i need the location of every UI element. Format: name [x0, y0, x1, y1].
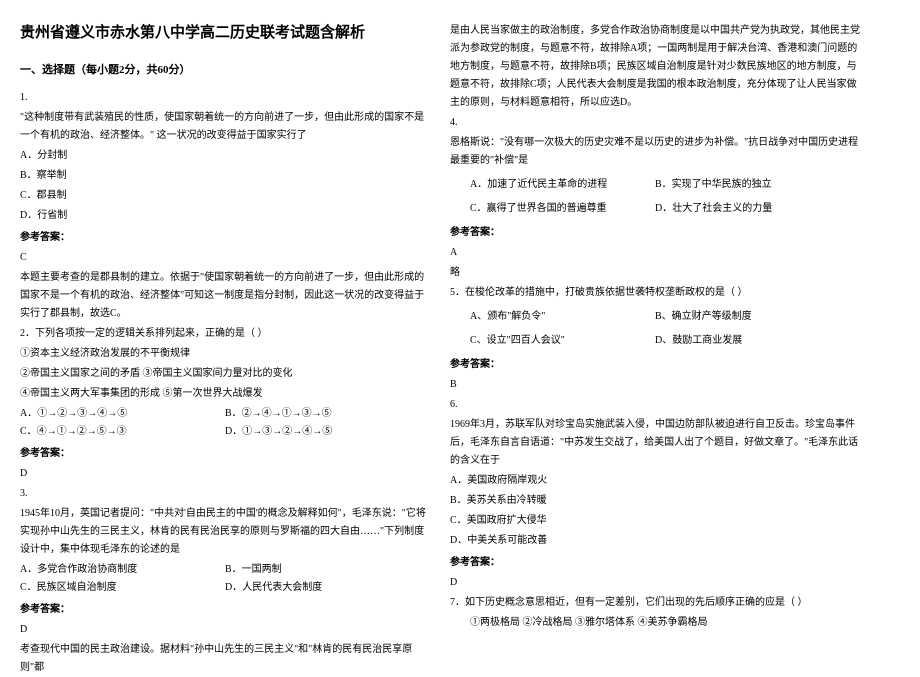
- q1-option-b: B．察举制: [20, 167, 430, 185]
- q3-explanation-right: 是由人民当家做主的政治制度，多党合作政治协商制度是以中国共产党为执政党，其他民主…: [450, 22, 860, 112]
- q3-options-row2: C．民族区域自治制度 D．人民代表大会制度: [20, 579, 430, 597]
- q2-options-row2: C．④→①→②→⑤→③ D．①→③→②→④→⑤: [20, 423, 430, 441]
- q2-option-a: A．①→②→③→④→⑤: [20, 405, 225, 423]
- q2-answer-label: 参考答案：: [20, 445, 430, 463]
- q7-number: 7．: [450, 597, 465, 608]
- q2-answer: D: [20, 465, 430, 483]
- q3-stem: 1945年10月，英国记者提问："中共对'自由民主的中国'的概念及解释如何"，毛…: [20, 505, 430, 559]
- q1-answer: C: [20, 249, 430, 267]
- q5-options-row2: C、设立"四百人会议" D、鼓励工商业发展: [450, 332, 860, 350]
- q6-option-b: B．美苏关系由冷转暖: [450, 492, 860, 510]
- q6-answer-label: 参考答案：: [450, 554, 860, 572]
- right-column: 是由人民当家做主的政治制度，多党合作政治协商制度是以中国共产党为执政党，其他民主…: [440, 0, 880, 651]
- q7-options: ①两极格局 ②冷战格局 ③雅尔塔体系 ④美苏争霸格局: [450, 614, 860, 632]
- q7-line: 7．如下历史概念意思相近，但有一定差别，它们出现的先后顺序正确的应是（ ）: [450, 594, 860, 612]
- q2-stem-line: 2．下列各项按一定的逻辑关系排列起来，正确的是（ ）: [20, 325, 430, 343]
- q5-answer-label: 参考答案：: [450, 356, 860, 374]
- q3-option-d: D．人民代表大会制度: [225, 579, 430, 597]
- q5-options-row1: A、颁布"解负令" B、确立财产等级制度: [450, 308, 860, 326]
- q2-stem: 下列各项按一定的逻辑关系排列起来，正确的是（ ）: [35, 328, 268, 339]
- q3-answer: D: [20, 621, 430, 639]
- q7-stem: 如下历史概念意思相近，但有一定差别，它们出现的先后顺序正确的应是（ ）: [465, 597, 808, 608]
- q3-options-row1: A．多党合作政治协商制度 B．一国两制: [20, 561, 430, 579]
- q4-answer-label: 参考答案：: [450, 224, 860, 242]
- q2-option-d: D．①→③→②→④→⑤: [225, 423, 430, 441]
- q2-opt45: ④帝国主义两大军事集团的形成 ⑤第一次世界大战爆发: [20, 385, 430, 403]
- q4-note: 略: [450, 264, 860, 282]
- q5-answer: B: [450, 376, 860, 394]
- q2-option-c: C．④→①→②→⑤→③: [20, 423, 225, 441]
- q4-number: 4.: [450, 114, 860, 132]
- q1-answer-label: 参考答案：: [20, 229, 430, 247]
- q3-option-b: B．一国两制: [225, 561, 430, 579]
- q2-options-row1: A．①→②→③→④→⑤ B．②→④→①→③→⑤: [20, 405, 430, 423]
- q1-explanation: 本题主要考查的是郡县制的建立。依据于"使国家朝着统一的方向前进了一步，但由此形成…: [20, 269, 430, 323]
- q5-option-d: D、鼓励工商业发展: [655, 332, 860, 350]
- q6-option-d: D．中美关系可能改善: [450, 532, 860, 550]
- q6-option-a: A．美国政府隔岸观火: [450, 472, 860, 490]
- q4-option-c: C．赢得了世界各国的普遍尊重: [450, 200, 655, 218]
- q3-option-a: A．多党合作政治协商制度: [20, 561, 225, 579]
- q1-stem: "这种制度带有武装殖民的性质，使国家朝着统一的方向前进了一步，但由此形成的国家不…: [20, 109, 430, 145]
- q6-number: 6.: [450, 396, 860, 414]
- q4-options-row2: C．赢得了世界各国的普遍尊重 D．壮大了社会主义的力量: [450, 200, 860, 218]
- q2-opt23: ②帝国主义国家之间的矛盾 ③帝国主义国家间力量对比的变化: [20, 365, 430, 383]
- q2-number: 2．: [20, 328, 35, 339]
- exam-page: 贵州省遵义市赤水第八中学高二历史联考试题含解析 一、选择题（每小题2分，共60分…: [0, 0, 920, 651]
- left-column: 贵州省遵义市赤水第八中学高二历史联考试题含解析 一、选择题（每小题2分，共60分…: [0, 0, 440, 651]
- q4-answer: A: [450, 244, 860, 262]
- exam-title: 贵州省遵义市赤水第八中学高二历史联考试题含解析: [20, 20, 430, 47]
- q5-number: 5．: [450, 287, 465, 298]
- q2-option-b: B．②→④→①→③→⑤: [225, 405, 430, 423]
- q1-number: 1.: [20, 89, 430, 107]
- q3-option-c: C．民族区域自治制度: [20, 579, 225, 597]
- q4-option-a: A．加速了近代民主革命的进程: [450, 176, 655, 194]
- q5-option-b: B、确立财产等级制度: [655, 308, 860, 326]
- q3-explanation-left: 考查现代中国的民主政治建设。据材料"孙中山先生的三民主义"和"林肯的民有民治民享…: [20, 641, 430, 677]
- q4-option-d: D．壮大了社会主义的力量: [655, 200, 860, 218]
- q3-number: 3.: [20, 485, 430, 503]
- q6-stem: 1969年3月，苏联军队对珍宝岛实施武装入侵，中国边防部队被迫进行自卫反击。珍宝…: [450, 416, 860, 470]
- q1-option-c: C．郡县制: [20, 187, 430, 205]
- q5-option-a: A、颁布"解负令": [450, 308, 655, 326]
- q1-option-a: A．分封制: [20, 147, 430, 165]
- q4-stem: 恩格斯说："没有哪一次极大的历史灾难不是以历史的进步为补偿。"抗日战争对中国历史…: [450, 134, 860, 170]
- q5-stem: 在梭伦改革的措施中，打破贵族依据世袭特权垄断政权的是（ ）: [465, 287, 748, 298]
- q6-answer: D: [450, 574, 860, 592]
- q4-option-b: B．实现了中华民族的独立: [655, 176, 860, 194]
- q4-options-row1: A．加速了近代民主革命的进程 B．实现了中华民族的独立: [450, 176, 860, 194]
- q5-option-c: C、设立"四百人会议": [450, 332, 655, 350]
- q3-answer-label: 参考答案：: [20, 601, 430, 619]
- section-heading: 一、选择题（每小题2分，共60分）: [20, 61, 430, 81]
- q2-opt1: ①资本主义经济政治发展的不平衡规律: [20, 345, 430, 363]
- q6-option-c: C．美国政府扩大侵华: [450, 512, 860, 530]
- q5-line: 5．在梭伦改革的措施中，打破贵族依据世袭特权垄断政权的是（ ）: [450, 284, 860, 302]
- q1-option-d: D．行省制: [20, 207, 430, 225]
